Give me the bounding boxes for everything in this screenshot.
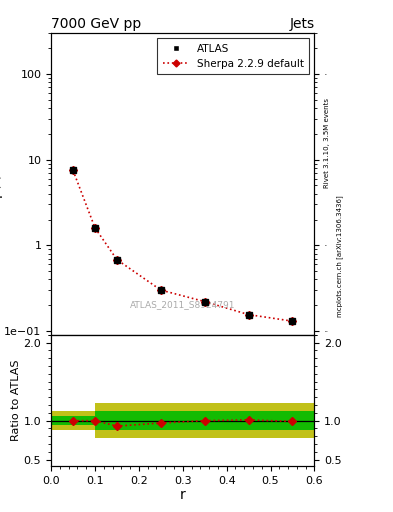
Text: ATLAS_2011_S8924791: ATLAS_2011_S8924791 <box>130 300 235 309</box>
Y-axis label: ρ(r): ρ(r) <box>0 172 1 197</box>
Legend: ATLAS, Sherpa 2.2.9 default: ATLAS, Sherpa 2.2.9 default <box>158 38 309 74</box>
Text: 7000 GeV pp: 7000 GeV pp <box>51 17 141 31</box>
Y-axis label: Ratio to ATLAS: Ratio to ATLAS <box>11 359 21 441</box>
Text: Jets: Jets <box>289 17 314 31</box>
X-axis label: r: r <box>180 488 185 502</box>
Text: mcplots.cern.ch [arXiv:1306.3436]: mcplots.cern.ch [arXiv:1306.3436] <box>336 195 343 317</box>
Text: Rivet 3.1.10, 3.5M events: Rivet 3.1.10, 3.5M events <box>324 98 330 188</box>
